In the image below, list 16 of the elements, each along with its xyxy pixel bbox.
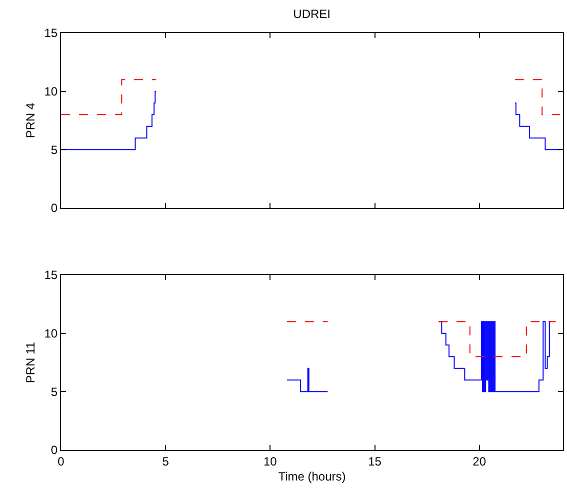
y-tick-label: 15	[44, 268, 58, 282]
x-tick-label: 15	[368, 454, 382, 468]
y-tick-label: 10	[44, 84, 58, 99]
y-tick-label: 0	[50, 443, 58, 458]
y-tick-label: 10	[44, 326, 58, 341]
x-axis-title: Time (hours)	[278, 469, 346, 484]
y-tick-label: 5	[50, 142, 58, 157]
chart-title: UDREI	[293, 7, 331, 21]
y-tick-label: 5	[50, 384, 58, 399]
x-tick-label: 5	[162, 454, 170, 468]
y-tick-label: 15	[44, 26, 58, 40]
y-axis-title: PRN 4	[24, 102, 38, 138]
x-tick-label: 10	[263, 454, 278, 468]
y-tick-label: 0	[50, 201, 58, 216]
x-tick-label: 20	[472, 454, 486, 468]
y-axis-title: PRN 11	[24, 342, 38, 384]
